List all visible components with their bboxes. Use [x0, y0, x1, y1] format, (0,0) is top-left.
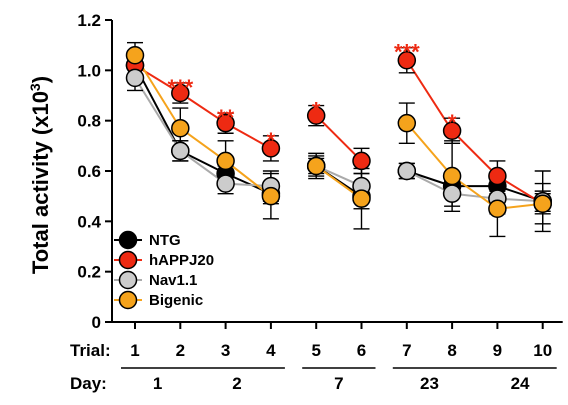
significance-label: * [267, 128, 276, 153]
trial-tick-label: 9 [493, 341, 502, 360]
data-point-happj20 [352, 151, 371, 171]
significance-label: * [448, 110, 457, 135]
data-point-happj20 [488, 166, 507, 186]
trial-row-label: Trial: [70, 341, 111, 360]
y-tick-label: 1.2 [77, 11, 101, 30]
data-point-nav1-1 [125, 68, 145, 88]
trial-tick-label: 2 [176, 341, 185, 360]
significance-label: * [312, 98, 321, 123]
data-point-bigenic [397, 113, 417, 133]
legend-label: Nav1.1 [149, 272, 197, 289]
legend: NTG hAPPJ20 Nav1.1 Bigenic [114, 230, 214, 310]
trial-tick-label: 10 [533, 341, 552, 360]
series-line-bigenic [134, 54, 272, 197]
legend-label: Bigenic [149, 292, 203, 309]
day-tick-label: 24 [511, 374, 530, 393]
day-tick-label: 23 [420, 374, 439, 393]
data-markers [125, 45, 552, 218]
significance-label: *** [394, 40, 420, 65]
legend-marker [118, 250, 138, 270]
data-point-bigenic [306, 156, 326, 176]
data-point-bigenic [171, 118, 190, 138]
data-point-nav1-1 [397, 161, 417, 181]
trial-tick-label: 8 [447, 341, 456, 360]
data-point-bigenic [442, 166, 462, 186]
y-tick-label: 0.6 [77, 162, 101, 181]
legend-marker [118, 270, 138, 290]
trial-tick-label: 4 [266, 341, 276, 360]
y-tick-label: 1.0 [77, 61, 101, 80]
data-point-bigenic [261, 186, 281, 206]
trial-tick-label: 1 [130, 341, 139, 360]
legend-label: NTG [149, 232, 181, 249]
y-tick-label: 0.8 [77, 112, 101, 131]
day-tick-label: 1 [153, 374, 162, 393]
y-tick-label: 0.2 [77, 263, 101, 282]
y-axis-title: Total activity (x103) [27, 76, 53, 274]
legend-marker [118, 290, 138, 310]
data-point-happj20 [171, 83, 190, 103]
y-tick-label: 0.4 [77, 212, 101, 231]
significance-markers: *********** [167, 40, 456, 153]
data-point-bigenic [125, 45, 145, 65]
data-point-nav1-1 [171, 141, 190, 161]
trial-tick-label: 5 [311, 341, 320, 360]
data-point-happj20 [261, 139, 281, 158]
significance-label: *** [167, 75, 193, 100]
data-point-bigenic [216, 151, 235, 171]
data-point-bigenic [533, 194, 552, 213]
trial-tick-label: 3 [221, 341, 230, 360]
significance-label: ** [217, 105, 235, 130]
series-line-happj20 [405, 59, 544, 205]
data-point-happj20 [306, 106, 326, 125]
trial-tick-label: 7 [402, 341, 411, 360]
data-point-happj20 [216, 113, 235, 133]
series-line-ntg [406, 170, 544, 203]
series-lines [134, 54, 544, 210]
trial-tick-label: 6 [357, 341, 366, 360]
legend-label: hAPPJ20 [149, 252, 214, 269]
series-line-nav1-1 [134, 77, 271, 188]
series-line-nav1-1 [406, 170, 543, 203]
series-line-happj20 [315, 114, 363, 162]
data-point-nav1-1 [216, 174, 235, 193]
data-point-happj20 [397, 51, 417, 70]
data-point-bigenic [352, 189, 371, 208]
series-line-bigenic [406, 122, 543, 210]
data-point-bigenic [488, 199, 507, 218]
day-row-label: Day: [70, 374, 107, 393]
axes: 0 0.2 0.4 0.6 0.8 1.0 1.2 [77, 11, 563, 332]
y-tick-label: 0 [92, 313, 101, 332]
legend-marker [118, 230, 138, 250]
series-line-happj20 [134, 64, 272, 150]
day-tick-label: 7 [334, 374, 343, 393]
series-line-ntg [134, 64, 272, 195]
data-point-happj20 [442, 121, 462, 140]
day-tick-label: 2 [232, 374, 241, 393]
data-point-nav1-1 [442, 184, 462, 203]
